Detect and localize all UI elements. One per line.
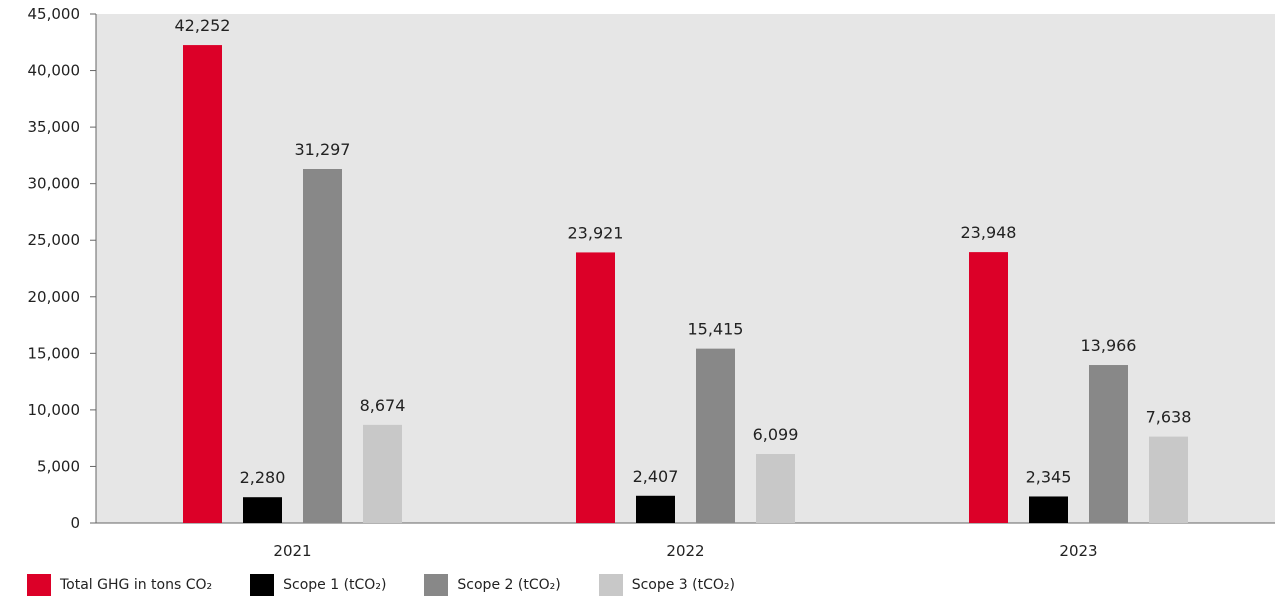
y-tick-label: 5,000 [37, 457, 80, 475]
legend-label-total-ghg: Total GHG in tons CO₂ [60, 577, 213, 593]
bar-2022-series-1 [576, 252, 615, 523]
data-label-2022-series-2: 2,407 [633, 467, 679, 486]
plot-area [96, 14, 1275, 523]
legend-item-scope-1: Scope 1 (tCO₂) [250, 574, 386, 596]
legend-label-scope-2: Scope 2 (tCO₂) [457, 577, 561, 593]
legend-item-scope-2: Scope 2 (tCO₂) [424, 574, 561, 596]
data-label-2021-series-1: 42,252 [175, 16, 231, 35]
legend-label-scope-1: Scope 1 (tCO₂) [283, 577, 387, 593]
legend-swatch-scope-3 [598, 574, 623, 596]
y-tick-label: 25,000 [28, 231, 81, 249]
legend-item-total-ghg: Total GHG in tons CO₂ [27, 574, 212, 596]
bar-2021-series-1 [183, 45, 222, 523]
bars-group [183, 45, 1188, 523]
y-axis-ticks: 0 5,000 10,000 15,000 20,000 25,000 30,000 35,0… [28, 5, 96, 532]
bar-2023-series-2 [1029, 496, 1068, 523]
data-label-2023-series-3: 13,966 [1081, 336, 1137, 355]
bar-2023-series-1 [969, 252, 1008, 523]
data-labels-group: 42,252 2,280 31,297 8,674 23,921 2,407 15,415 6… [175, 16, 1192, 487]
y-tick-label: 15,000 [28, 344, 81, 362]
y-tick-label: 10,000 [28, 401, 81, 419]
legend: Total GHG in tons CO₂ Scope 1 (tCO₂) Sco… [27, 574, 773, 596]
bar-2022-series-4 [756, 454, 795, 523]
x-tick-label-2022: 2022 [666, 542, 704, 560]
data-label-2022-series-3: 15,415 [688, 320, 744, 339]
data-label-2022-series-1: 23,921 [568, 223, 624, 242]
legend-swatch-scope-1 [250, 574, 275, 596]
x-tick-label-2021: 2021 [273, 542, 311, 560]
data-label-2023-series-1: 23,948 [961, 223, 1017, 242]
x-tick-label-2023: 2023 [1059, 542, 1097, 560]
bar-2022-series-3 [696, 348, 735, 523]
legend-swatch-total-ghg [27, 574, 51, 596]
data-label-2021-series-4: 8,674 [360, 396, 406, 415]
data-label-2022-series-4: 6,099 [753, 425, 799, 444]
bar-2021-series-4 [363, 424, 402, 523]
y-tick-label: 45,000 [28, 5, 81, 23]
y-tick-label: 40,000 [28, 62, 81, 80]
legend-swatch-scope-2 [424, 574, 449, 596]
y-tick-label: 20,000 [28, 288, 81, 306]
data-label-2023-series-4: 7,638 [1146, 408, 1192, 427]
data-label-2021-series-3: 31,297 [295, 140, 351, 159]
bar-2021-series-3 [303, 168, 342, 523]
bar-2023-series-3 [1089, 365, 1128, 523]
bar-2023-series-4 [1149, 436, 1188, 523]
bar-2021-series-2 [243, 497, 282, 523]
y-tick-label: 35,000 [28, 118, 81, 136]
data-label-2021-series-2: 2,280 [240, 468, 286, 487]
bar-2022-series-2 [636, 495, 675, 523]
data-label-2023-series-2: 2,345 [1026, 467, 1072, 486]
x-axis-labels: 2021 2022 2023 [273, 542, 1097, 560]
bar-chart: 0 5,000 10,000 15,000 20,000 25,000 30,000 35,0… [28, 5, 1275, 560]
y-tick-label: 0 [70, 514, 80, 532]
y-tick-label: 30,000 [28, 175, 81, 193]
legend-label-scope-3: Scope 3 (tCO₂) [631, 577, 735, 593]
legend-item-scope-3: Scope 3 (tCO₂) [598, 574, 735, 596]
